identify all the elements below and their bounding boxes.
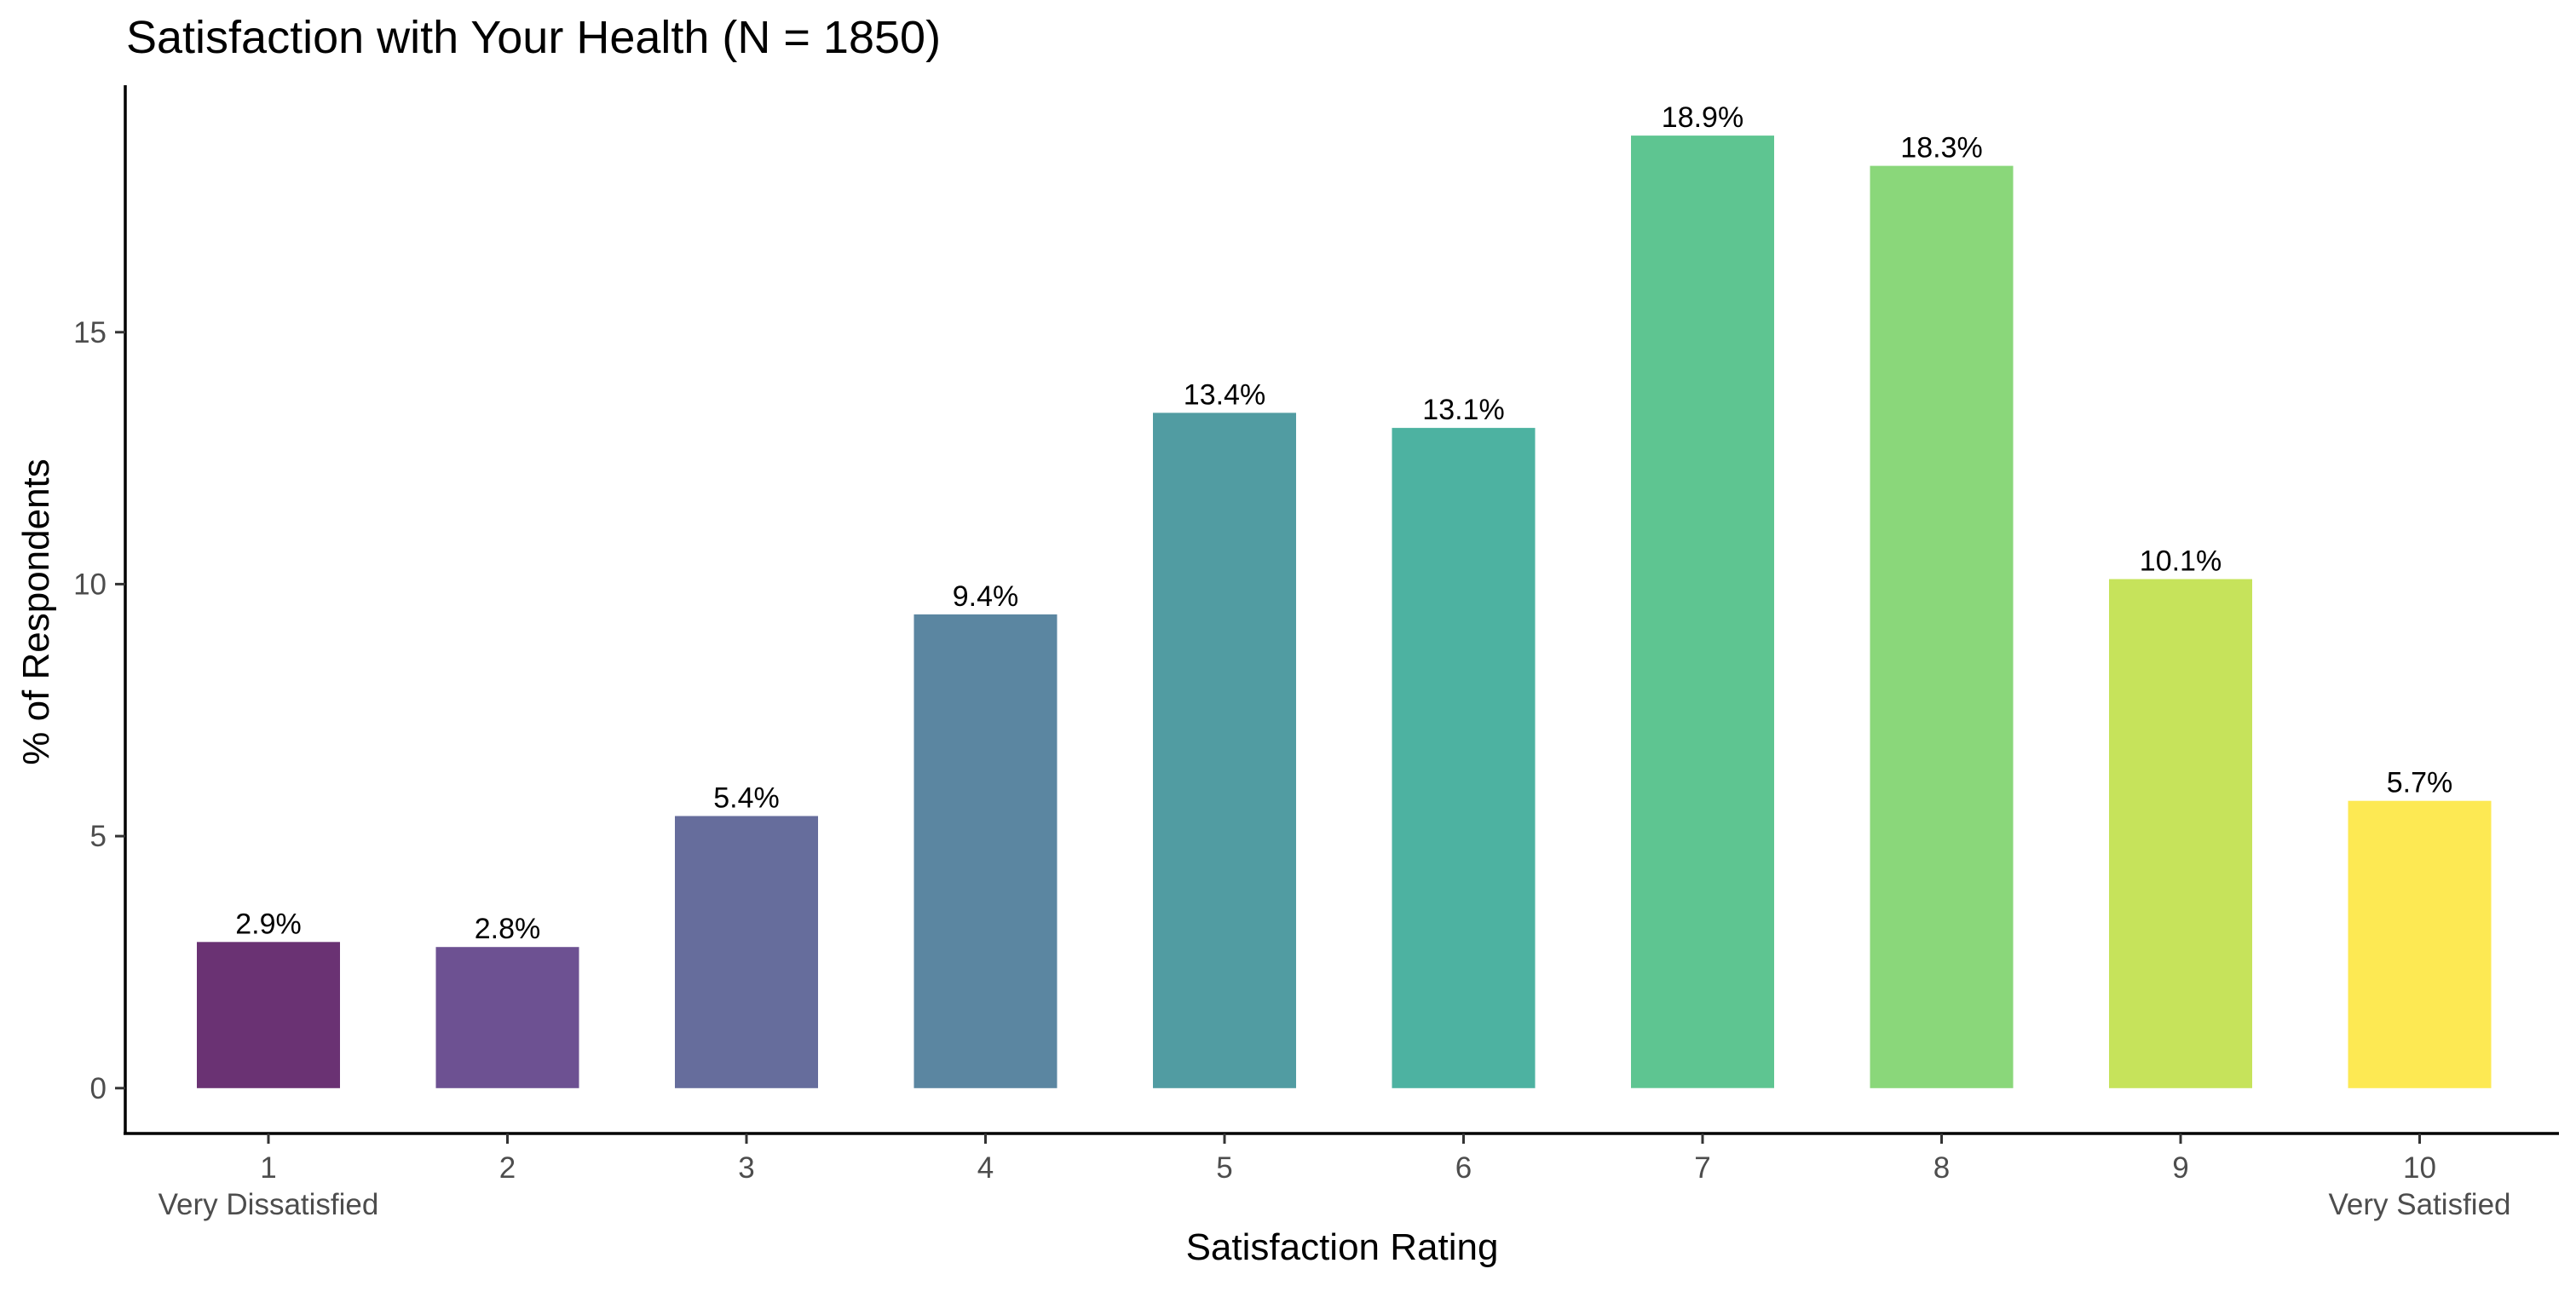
x-tick-label-3: 3 [738, 1151, 754, 1185]
x-tick-label-4: 4 [977, 1151, 994, 1185]
x-sublabel-first: Very Dissatisfied [158, 1188, 379, 1221]
bar-10 [2348, 800, 2492, 1088]
bar-1 [197, 942, 340, 1088]
data-label-9: 10.1% [2140, 545, 2222, 578]
y-tick-label-10: 10 [73, 568, 107, 601]
y-tick-label-0: 0 [90, 1072, 107, 1105]
x-sublabel-last: Very Satisfied [2329, 1188, 2511, 1221]
x-tick-label-7: 7 [1694, 1151, 1710, 1185]
data-label-6: 13.1% [1422, 394, 1504, 426]
x-axis-title: Satisfaction Rating [1186, 1226, 1499, 1268]
bar-8 [1870, 165, 2014, 1088]
x-tick-label-1: 1 [260, 1151, 276, 1185]
chart-title: Satisfaction with Your Health (N = 1850) [126, 12, 941, 63]
data-label-5: 13.4% [1184, 378, 1265, 411]
x-tick-label-10: 10 [2403, 1151, 2436, 1185]
data-label-3: 5.4% [713, 782, 780, 815]
y-axis-title: % of Respondents [15, 459, 57, 765]
bar-9 [2109, 579, 2252, 1088]
data-label-7: 18.9% [1662, 101, 1743, 134]
y-tick-label-5: 5 [90, 820, 107, 853]
y-tick-label-15: 15 [73, 316, 107, 349]
bar-4 [913, 614, 1057, 1088]
bar-6 [1392, 428, 1536, 1088]
x-tick-label-8: 8 [1933, 1151, 1950, 1185]
data-label-8: 18.3% [1900, 132, 1982, 164]
data-label-10: 5.7% [2387, 767, 2453, 799]
bar-5 [1153, 412, 1296, 1088]
plot-area: 2.9% 2.8% 5.4% 9.4% 13.4% 13.1% 18.9% 18.3% 10.1… [73, 85, 2559, 1221]
x-tick-label-2: 2 [499, 1151, 516, 1185]
x-tick-label-6: 6 [1455, 1151, 1472, 1185]
data-label-1: 2.9% [235, 908, 302, 940]
bar-7 [1631, 136, 1774, 1088]
bar-2 [435, 947, 579, 1088]
x-tick-label-9: 9 [2172, 1151, 2188, 1185]
bar-3 [675, 816, 818, 1088]
data-label-4: 9.4% [953, 580, 1019, 613]
data-label-2: 2.8% [475, 913, 541, 945]
x-tick-label-5: 5 [1216, 1151, 1232, 1185]
